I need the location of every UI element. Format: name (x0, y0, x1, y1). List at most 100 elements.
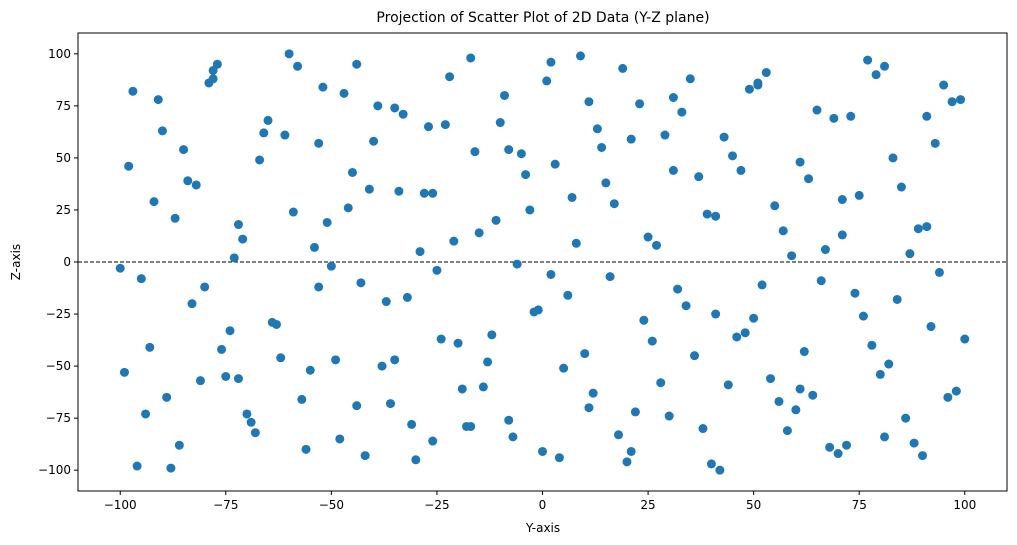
data-point (909, 438, 919, 448)
data-point (419, 188, 429, 198)
data-point (618, 63, 628, 73)
data-point (956, 95, 966, 105)
data-point (364, 184, 374, 194)
data-point (896, 182, 906, 192)
data-point (381, 297, 391, 307)
data-point (331, 355, 341, 365)
data-point (521, 170, 531, 180)
data-point (918, 451, 928, 461)
y-tick-label: −100 (38, 463, 71, 477)
data-point (588, 388, 598, 398)
data-point (491, 215, 501, 225)
data-point (837, 230, 847, 240)
data-point (301, 444, 311, 454)
data-point (559, 363, 569, 373)
data-point (318, 82, 328, 92)
y-tick-label: −75 (46, 411, 71, 425)
data-point (622, 457, 632, 467)
data-point (466, 53, 476, 63)
data-point (440, 120, 450, 130)
data-point (571, 238, 581, 248)
data-point (411, 455, 421, 465)
data-point (428, 188, 438, 198)
data-point (377, 361, 387, 371)
x-tick-label: 100 (953, 498, 976, 512)
data-point (402, 292, 412, 302)
data-point (643, 232, 653, 242)
x-tick-label: 50 (746, 498, 761, 512)
data-point (233, 220, 243, 230)
data-point (926, 322, 936, 332)
data-point (246, 417, 256, 427)
data-point (723, 380, 733, 390)
chart-title: Projection of Scatter Plot of 2D Data (Y… (376, 10, 709, 26)
data-point (580, 349, 590, 359)
data-point (901, 413, 911, 423)
data-point (711, 211, 721, 221)
data-point (947, 97, 957, 107)
data-point (719, 132, 729, 142)
data-point (761, 68, 771, 78)
data-point (690, 351, 700, 361)
x-tick-label: −100 (104, 498, 137, 512)
data-point (356, 278, 366, 288)
x-tick-label: −25 (424, 498, 449, 512)
data-point (487, 330, 497, 340)
y-tick-label: 25 (56, 203, 71, 217)
data-point (652, 240, 662, 250)
data-point (145, 342, 155, 352)
data-point (842, 440, 852, 450)
data-point (428, 436, 438, 446)
data-point (702, 209, 712, 219)
data-point (626, 446, 636, 456)
data-point (850, 288, 860, 298)
data-point (195, 376, 205, 386)
data-point (550, 159, 560, 169)
data-point (284, 49, 294, 59)
data-point (744, 84, 754, 94)
data-point (449, 236, 459, 246)
data-point (217, 344, 227, 354)
data-point (888, 153, 898, 163)
data-point (474, 228, 484, 238)
data-point (635, 99, 645, 109)
data-point (778, 226, 788, 236)
data-point (529, 307, 539, 317)
data-point (816, 276, 826, 286)
data-point (478, 382, 488, 392)
x-tick-label: −50 (319, 498, 344, 512)
data-point (191, 180, 201, 190)
data-point (875, 369, 885, 379)
data-point (432, 265, 442, 275)
data-point (592, 124, 602, 134)
data-point (626, 134, 636, 144)
data-point (398, 109, 408, 119)
data-point (170, 213, 180, 223)
data-point (753, 78, 763, 88)
data-point (614, 430, 624, 440)
data-point (694, 172, 704, 182)
data-point (905, 249, 915, 259)
data-point (369, 136, 379, 146)
data-point (837, 195, 847, 205)
data-point (795, 157, 805, 167)
data-point (229, 253, 239, 263)
data-point (305, 365, 315, 375)
y-tick-label: −25 (46, 307, 71, 321)
data-point (922, 222, 932, 232)
data-point (512, 259, 522, 269)
data-point (892, 294, 902, 304)
data-point (820, 245, 830, 255)
data-point (208, 65, 218, 75)
data-point (153, 95, 163, 105)
data-points (115, 49, 970, 475)
data-point (863, 55, 873, 65)
data-point (436, 334, 446, 344)
data-point (360, 451, 370, 461)
data-point (149, 197, 159, 207)
data-point (597, 143, 607, 152)
data-point (825, 442, 835, 452)
data-point (271, 319, 281, 329)
data-point (525, 205, 535, 215)
